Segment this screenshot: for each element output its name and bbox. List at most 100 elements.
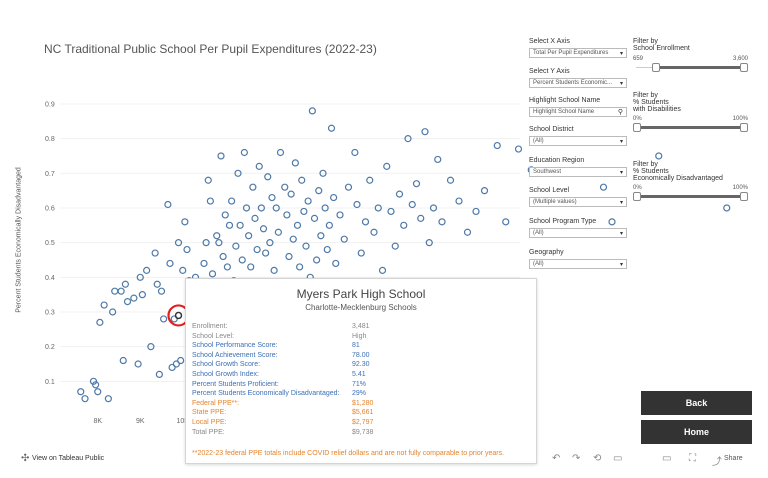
disabilities-slider[interactable] <box>633 123 748 133</box>
enrollment-slider-min-handle[interactable] <box>652 63 661 72</box>
data-point[interactable] <box>357 249 365 257</box>
data-point[interactable] <box>287 190 295 198</box>
home-button[interactable]: Home <box>641 420 752 444</box>
data-point[interactable] <box>351 148 359 157</box>
data-point[interactable] <box>92 381 100 389</box>
data-point[interactable] <box>204 176 212 184</box>
data-point[interactable] <box>100 301 108 309</box>
data-point[interactable] <box>315 187 323 195</box>
data-point[interactable] <box>378 266 387 274</box>
data-point[interactable] <box>408 200 416 209</box>
data-point[interactable] <box>274 228 282 236</box>
data-point[interactable] <box>225 221 234 229</box>
data-point[interactable] <box>321 204 329 212</box>
data-point[interactable] <box>119 356 127 365</box>
data-point[interactable] <box>283 211 291 219</box>
data-point[interactable] <box>213 232 221 240</box>
data-point[interactable] <box>304 197 312 205</box>
data-point[interactable] <box>202 239 210 247</box>
data-point[interactable] <box>438 218 446 226</box>
data-point[interactable] <box>117 287 125 295</box>
data-point[interactable] <box>300 207 308 216</box>
data-point[interactable] <box>215 239 223 247</box>
data-point[interactable] <box>599 183 608 191</box>
data-point[interactable] <box>446 176 455 184</box>
highlight-search-input[interactable]: Highlight School Name ⚲ <box>529 107 627 117</box>
data-point[interactable] <box>425 239 433 247</box>
data-point[interactable] <box>308 107 316 115</box>
data-point[interactable] <box>353 200 361 209</box>
data-point[interactable] <box>404 135 412 143</box>
data-point[interactable] <box>310 214 319 222</box>
data-point[interactable] <box>412 180 421 188</box>
data-point[interactable] <box>181 218 189 226</box>
data-point[interactable] <box>134 360 142 368</box>
undo-icon[interactable]: ↶ <box>552 453 561 464</box>
data-point[interactable] <box>493 141 501 150</box>
data-point[interactable] <box>160 315 168 323</box>
data-point[interactable] <box>323 245 331 254</box>
data-point[interactable] <box>421 128 429 136</box>
device-preview-icon[interactable]: ▭ <box>662 453 672 464</box>
data-point[interactable] <box>289 235 297 243</box>
data-point[interactable] <box>253 245 261 254</box>
disabilities-slider-min-handle[interactable] <box>633 123 641 132</box>
data-point[interactable] <box>77 388 85 396</box>
data-point[interactable] <box>123 297 132 306</box>
view-on-tableau-link[interactable]: View on Tableau Public <box>32 455 105 462</box>
data-point[interactable] <box>168 363 176 372</box>
data-point[interactable] <box>219 252 227 261</box>
data-point[interactable] <box>302 242 310 250</box>
data-point[interactable] <box>281 183 289 191</box>
level-dropdown[interactable]: (Multiple values) ▾ <box>529 197 627 207</box>
data-point[interactable] <box>234 169 242 177</box>
data-point[interactable] <box>387 207 395 216</box>
data-point[interactable] <box>480 187 489 195</box>
data-point[interactable] <box>374 204 382 212</box>
fullscreen-icon[interactable]: ⛶ <box>689 453 696 464</box>
data-point[interactable] <box>217 152 225 160</box>
data-point[interactable] <box>361 218 370 226</box>
geography-dropdown[interactable]: (All) ▾ <box>529 259 627 269</box>
pause-icon[interactable]: ▭ <box>613 453 623 464</box>
enrollment-slider[interactable] <box>633 63 748 73</box>
data-point[interactable] <box>429 204 438 212</box>
data-point[interactable] <box>463 228 472 236</box>
data-point[interactable] <box>238 256 246 264</box>
redo-icon[interactable]: ↷ <box>572 453 581 464</box>
data-point[interactable] <box>109 308 117 316</box>
data-point[interactable] <box>138 291 146 299</box>
data-point[interactable] <box>153 280 161 288</box>
data-point[interactable] <box>255 162 263 170</box>
data-point[interactable] <box>257 204 265 212</box>
data-point[interactable] <box>400 221 408 229</box>
data-point[interactable] <box>344 183 353 191</box>
data-point[interactable] <box>166 259 174 268</box>
data-point[interactable] <box>319 169 327 177</box>
data-point[interactable] <box>94 388 102 396</box>
data-point[interactable] <box>223 263 231 271</box>
data-point[interactable] <box>200 259 208 268</box>
data-point[interactable] <box>285 252 293 261</box>
district-dropdown[interactable]: (All) ▾ <box>529 136 627 146</box>
data-point[interactable] <box>147 343 155 351</box>
data-point[interactable] <box>417 214 425 222</box>
data-point[interactable] <box>270 266 278 274</box>
program-dropdown[interactable]: (All) ▾ <box>529 228 627 238</box>
data-point[interactable] <box>151 249 159 257</box>
region-dropdown[interactable]: Southwest ▾ <box>529 167 627 177</box>
data-point[interactable] <box>293 221 302 229</box>
data-point[interactable] <box>179 266 187 274</box>
data-point[interactable] <box>366 176 374 184</box>
data-point[interactable] <box>221 211 229 219</box>
data-point[interactable] <box>325 221 333 229</box>
data-point[interactable] <box>81 395 89 403</box>
data-point[interactable] <box>291 159 299 167</box>
data-point[interactable] <box>251 214 259 222</box>
data-point[interactable] <box>332 259 340 268</box>
data-point[interactable] <box>104 395 112 403</box>
data-point[interactable] <box>514 145 523 153</box>
back-button[interactable]: Back <box>641 391 752 415</box>
data-point[interactable] <box>259 225 268 233</box>
data-point[interactable] <box>608 218 616 226</box>
